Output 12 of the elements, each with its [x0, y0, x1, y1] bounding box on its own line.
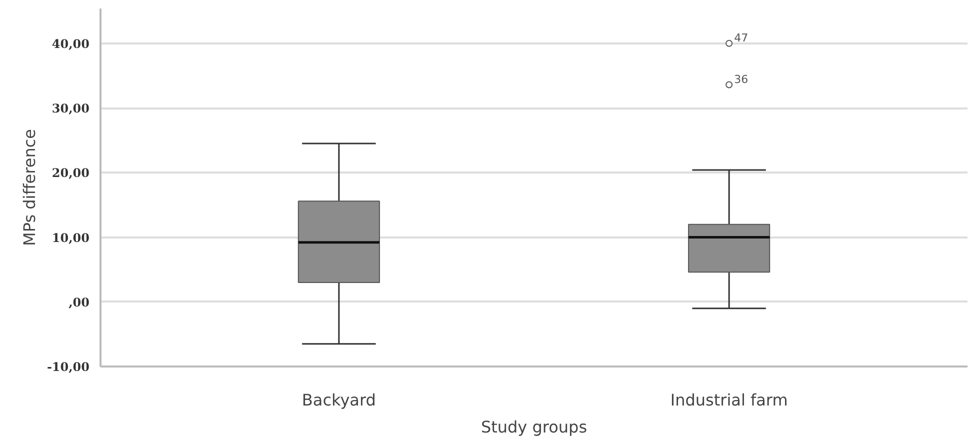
y-tick-label: 30,00: [52, 102, 90, 116]
y-axis-title: MPs difference: [20, 129, 39, 246]
y-tick-label: 20,00: [52, 166, 90, 180]
annotation: 36: [734, 72, 748, 86]
y-tick-label: -10,00: [46, 360, 90, 374]
y-tick-label: 40,00: [52, 36, 90, 51]
x-tick-label: Industrial farm: [670, 390, 788, 410]
x-axis-title: Study groups: [480, 418, 588, 436]
y-tick-label: 10,00: [52, 230, 90, 245]
y-tick-label: ,00: [68, 295, 90, 310]
x-tick-label: Backyard: [302, 390, 376, 410]
annotation: 47: [734, 31, 748, 44]
